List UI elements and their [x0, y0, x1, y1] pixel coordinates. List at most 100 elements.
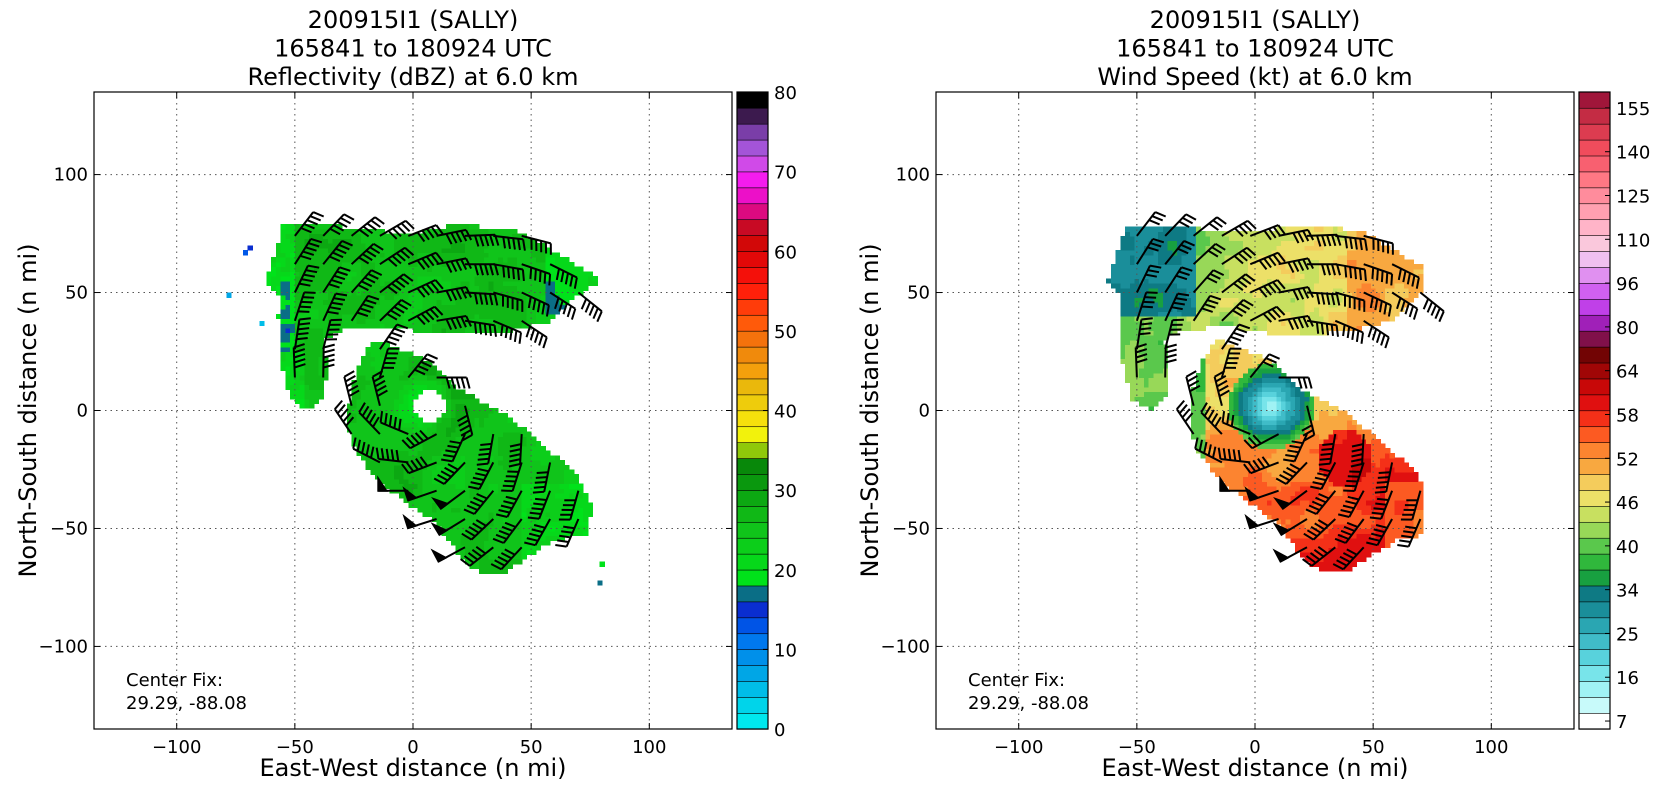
- heatmap-cell: [337, 257, 343, 263]
- heatmap-cell: [465, 549, 471, 555]
- heatmap-cell: [1276, 415, 1282, 421]
- heatmap-cell: [455, 511, 461, 518]
- heatmap-cell: [413, 469, 419, 475]
- barb-pennant: [430, 548, 448, 563]
- heatmap-cell: [1229, 287, 1235, 294]
- heatmap-cell: [517, 431, 523, 437]
- heatmap-cell: [313, 290, 320, 296]
- barb-feather: [335, 292, 348, 297]
- heatmap-cell: [375, 441, 381, 447]
- heatmap-cell: [413, 422, 419, 428]
- heatmap-cell: [535, 243, 542, 249]
- heatmap-cell: [483, 507, 490, 513]
- heatmap-cell: [502, 540, 509, 546]
- heatmap-cell: [573, 488, 579, 494]
- heatmap-cell: [483, 243, 490, 249]
- heatmap-cell: [285, 243, 291, 249]
- barb-feather: [500, 552, 512, 560]
- heatmap-cell: [285, 309, 291, 315]
- heatmap-cell: [356, 403, 362, 409]
- heatmap-cell: [512, 445, 518, 452]
- heatmap-cell: [431, 299, 438, 305]
- heatmap-cell: [502, 474, 509, 480]
- heatmap-cell: [1276, 245, 1282, 251]
- heatmap-cell: [384, 460, 390, 466]
- heatmap-cell: [502, 563, 509, 570]
- heatmap-cell: [1247, 401, 1254, 407]
- y-tick-label: 0: [77, 401, 88, 422]
- heatmap-cell: [361, 356, 367, 362]
- heatmap-cell: [564, 478, 570, 485]
- heatmap-cell: [1214, 259, 1221, 265]
- heatmap-cell: [413, 356, 419, 362]
- heatmap-cell: [413, 294, 419, 301]
- heatmap-cell: [309, 389, 315, 395]
- barb-feather: [385, 339, 397, 346]
- heatmap-cell: [493, 460, 499, 466]
- heatmap-cell: [413, 361, 419, 367]
- heatmap-cell: [384, 474, 390, 480]
- barb-feather: [460, 316, 467, 328]
- heatmap-cell: [379, 299, 386, 305]
- heatmap-cell: [323, 361, 329, 367]
- heatmap-cell: [446, 228, 452, 235]
- heatmap-cell: [1195, 410, 1202, 416]
- barb-feather: [479, 447, 491, 451]
- heatmap-cell: [294, 351, 301, 357]
- heatmap-cell: [1143, 358, 1150, 364]
- heatmap-cell: [1205, 368, 1211, 374]
- heatmap-cell: [465, 247, 471, 253]
- heatmap-cell: [573, 474, 579, 480]
- heatmap-cell: [469, 455, 475, 461]
- heatmap-cell: [1210, 306, 1216, 312]
- heatmap-cell: [408, 294, 414, 301]
- heatmap-cell: [346, 313, 353, 320]
- barb-feather: [393, 306, 405, 314]
- heatmap-cell: [1243, 396, 1249, 402]
- heatmap-cell: [285, 280, 291, 286]
- heatmap-cell: [455, 266, 461, 272]
- heatmap-cell: [455, 474, 461, 480]
- heatmap-cell: [1191, 245, 1197, 251]
- colorbar-segment: [736, 473, 769, 491]
- heatmap-cell: [1167, 320, 1173, 327]
- heatmap-cell: [403, 309, 409, 315]
- heatmap-cell: [1252, 268, 1258, 275]
- heatmap-cell: [361, 436, 367, 442]
- heatmap-cell: [351, 238, 357, 244]
- heatmap-cell: [587, 276, 594, 282]
- barb-feather: [343, 370, 355, 378]
- heatmap-cell: [398, 464, 405, 471]
- heatmap-cell: [502, 266, 509, 272]
- heatmap-cell: [1167, 302, 1173, 308]
- heatmap-cell: [465, 478, 471, 485]
- heatmap-cell: [417, 323, 423, 329]
- heatmap-cell: [422, 327, 428, 334]
- heatmap-cell: [1276, 386, 1282, 393]
- heatmap-cell: [370, 228, 376, 235]
- heatmap-cell: [1195, 372, 1202, 379]
- heatmap-cell: [455, 450, 461, 456]
- heatmap-cell: [436, 379, 442, 386]
- heatmap-cell: [512, 285, 518, 291]
- heatmap-cell: [413, 299, 419, 305]
- heatmap-cell: [422, 502, 428, 508]
- heatmap-cell: [361, 304, 367, 310]
- heatmap-cell: [1276, 401, 1282, 407]
- heatmap-cell: [1243, 287, 1249, 294]
- barb-feather: [533, 502, 545, 506]
- heatmap-cell: [512, 309, 518, 315]
- heatmap-cell: [1257, 368, 1263, 374]
- heatmap-cell: [332, 238, 338, 244]
- barb-staff: [322, 240, 343, 265]
- heatmap-cell: [294, 266, 301, 272]
- heatmap-cell: [1229, 453, 1235, 459]
- heatmap-cell: [455, 304, 461, 310]
- barb-feather: [467, 552, 479, 561]
- heatmap-cell: [1252, 438, 1258, 445]
- heatmap-cell: [469, 502, 475, 508]
- heatmap-cell: [436, 285, 442, 291]
- heatmap-cell: [304, 323, 310, 329]
- heatmap-cell: [332, 280, 338, 286]
- heatmap-cell: [1229, 273, 1235, 279]
